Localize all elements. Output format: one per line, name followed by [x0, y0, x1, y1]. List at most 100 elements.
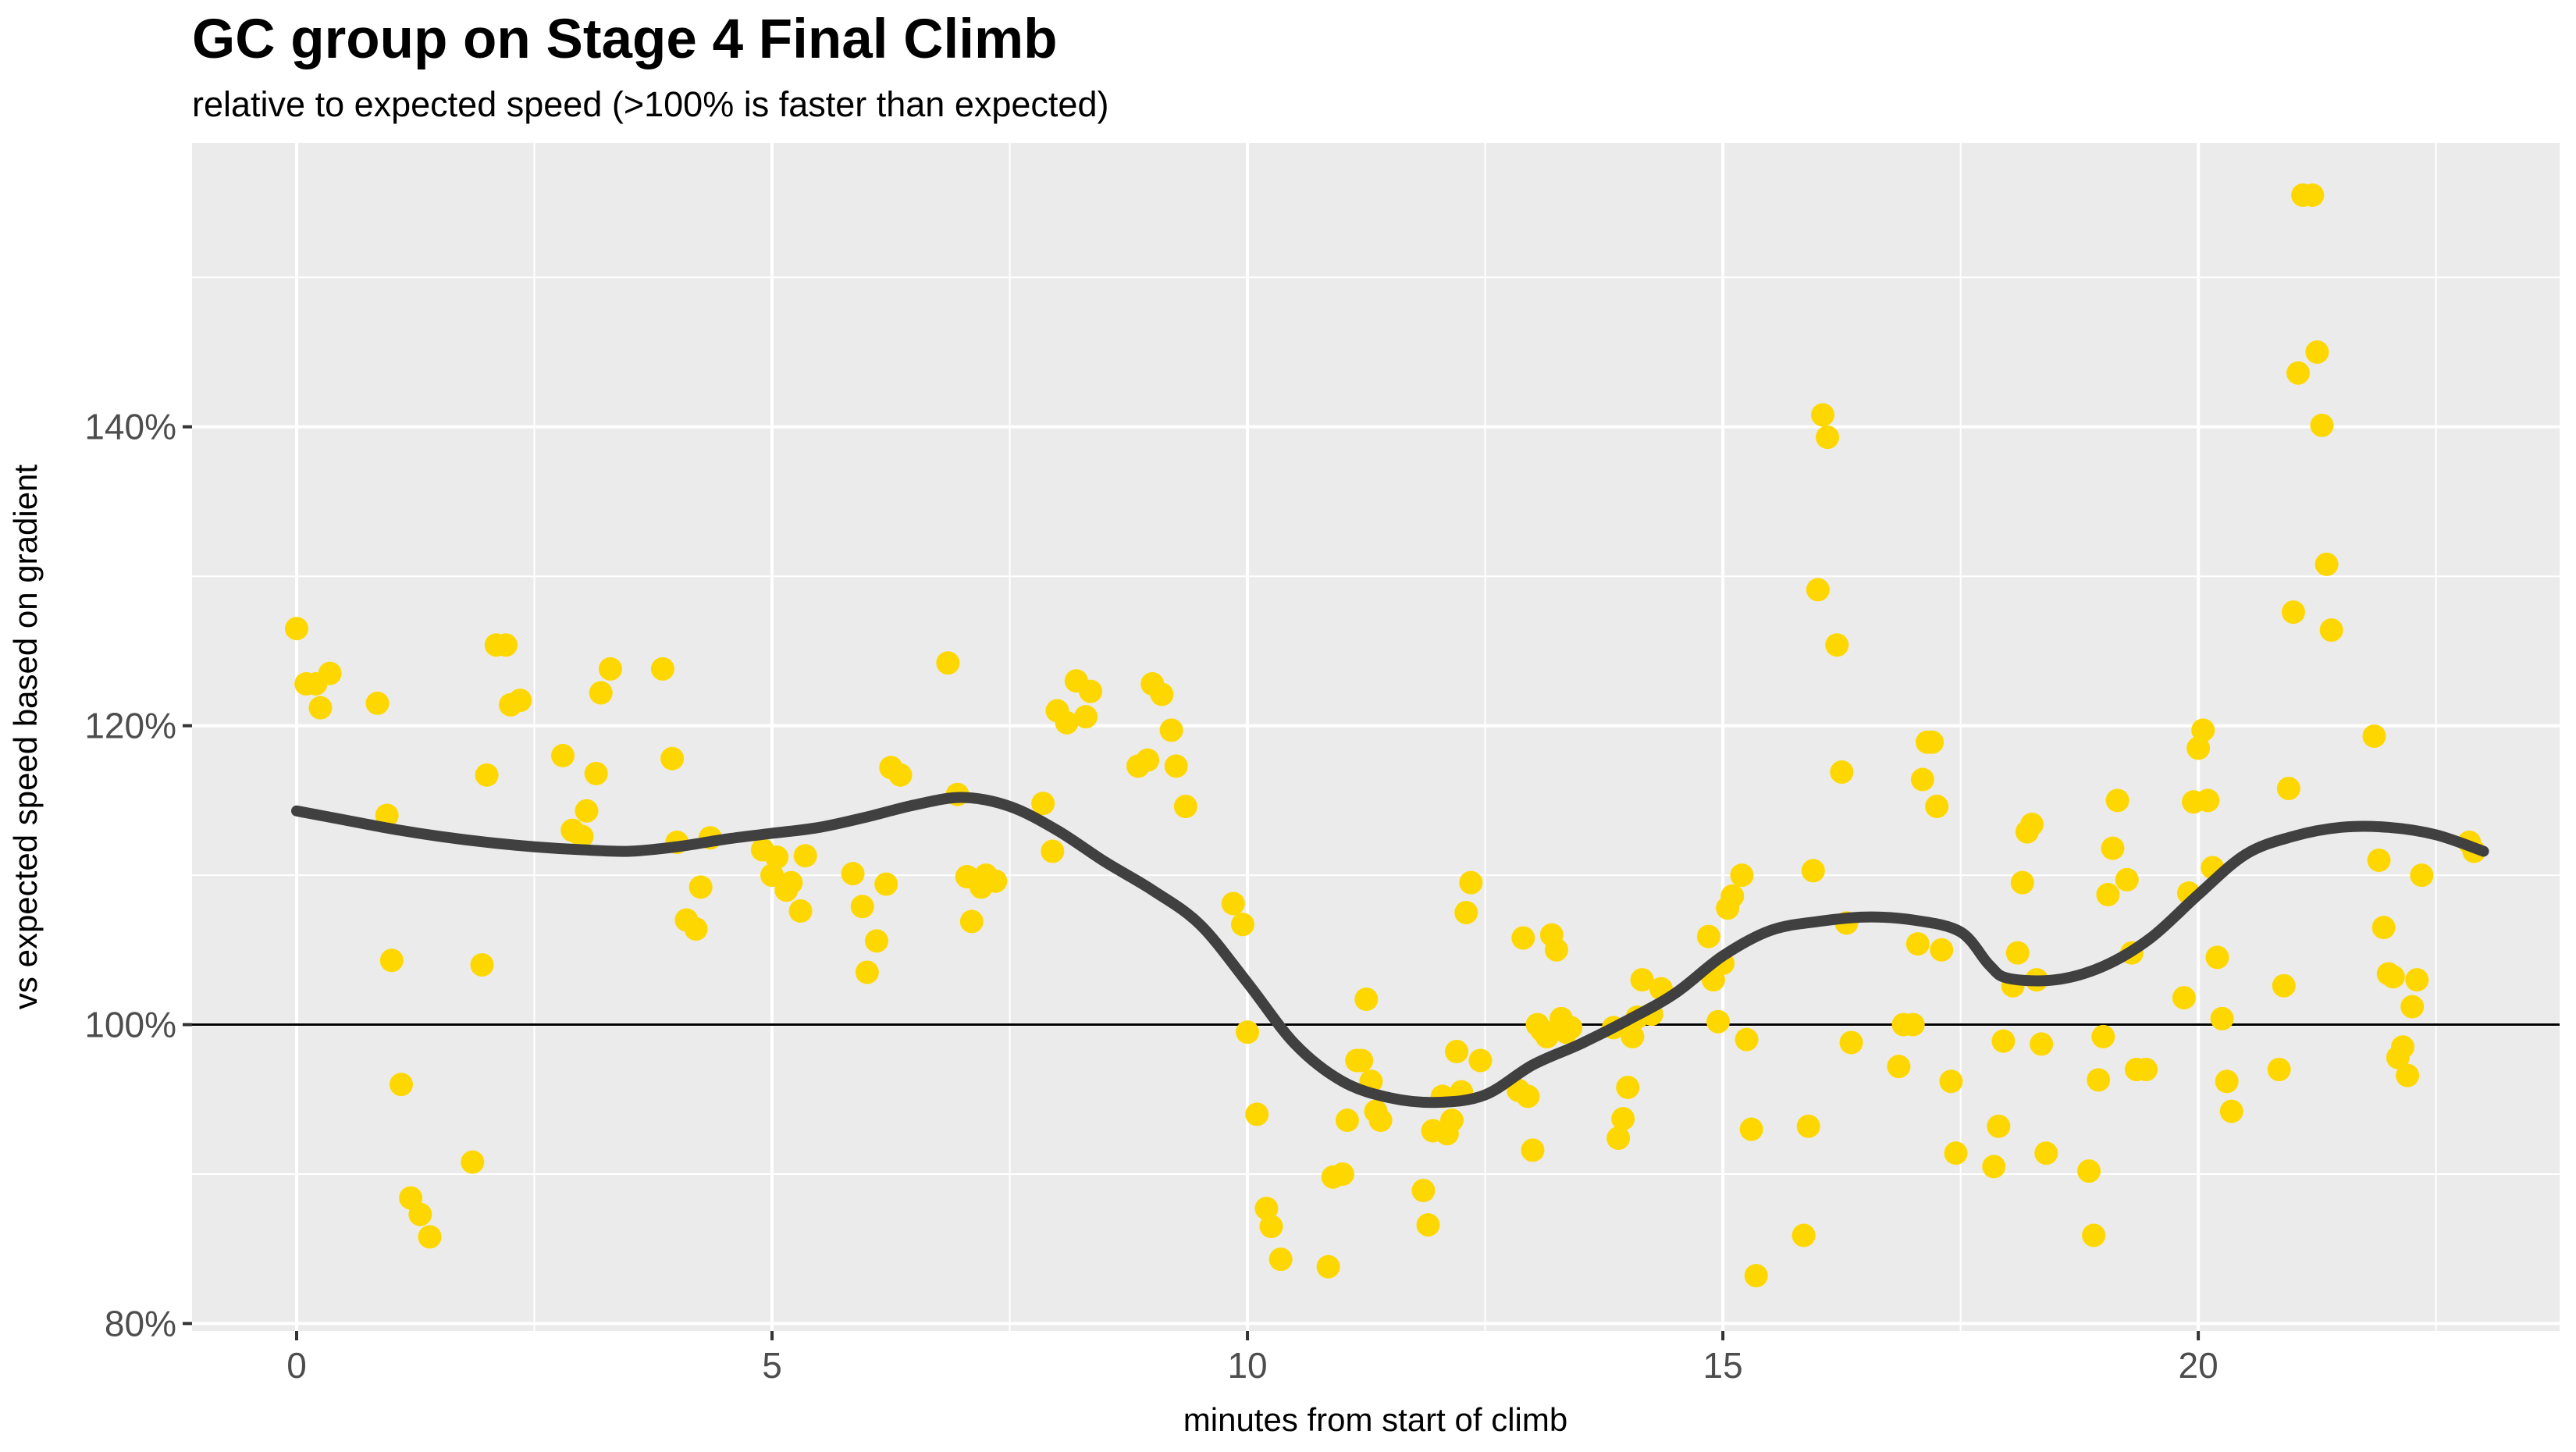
data-point	[1801, 859, 1825, 883]
data-point	[1887, 1055, 1911, 1079]
data-point	[470, 952, 494, 977]
data-point	[1221, 891, 1245, 916]
data-point	[508, 689, 532, 713]
data-point	[1164, 754, 1188, 778]
data-point	[1230, 913, 1254, 937]
data-point	[1611, 1107, 1635, 1131]
data-point	[2205, 945, 2229, 970]
data-point	[1901, 1012, 1925, 1037]
data-point	[1335, 1109, 1359, 1133]
data-point	[2096, 882, 2120, 906]
data-point	[865, 929, 889, 953]
data-point	[2134, 1057, 2158, 1081]
data-point	[1445, 1039, 1469, 1063]
data-point	[584, 761, 608, 785]
data-point	[1696, 924, 1720, 948]
y-axis-title: vs expected speed based on gradient	[7, 464, 44, 1009]
data-point	[984, 869, 1008, 893]
data-point	[1630, 968, 1654, 992]
data-point	[1521, 1138, 1545, 1162]
data-point	[1991, 1029, 2016, 1053]
data-point	[2196, 788, 2220, 813]
data-point	[1173, 795, 1197, 819]
data-point	[1368, 1109, 1393, 1133]
data-point	[475, 763, 499, 787]
data-point	[1416, 1213, 1440, 1237]
data-point	[1468, 1048, 1493, 1073]
data-point	[318, 661, 342, 685]
data-point	[2272, 973, 2296, 998]
x-tick-label: 0	[286, 1345, 307, 1386]
data-point	[2396, 1063, 2420, 1087]
x-tick-label: 5	[762, 1345, 782, 1386]
data-point	[660, 746, 685, 770]
y-tick-label: 80%	[105, 1303, 176, 1343]
data-point	[1910, 767, 1934, 792]
data-point	[2405, 968, 2429, 992]
minor-gridlines	[192, 143, 2560, 1331]
data-point	[418, 1225, 442, 1249]
data-point	[2105, 788, 2129, 813]
data-point	[2010, 870, 2034, 895]
data-point	[2276, 777, 2300, 801]
data-point	[1236, 1020, 1260, 1045]
data-point	[1796, 1114, 1820, 1138]
data-point	[551, 743, 575, 767]
data-point	[888, 763, 913, 787]
data-point	[2371, 916, 2396, 940]
data-point	[1816, 425, 1840, 450]
x-axis-ticks: 0 5 10 15 20	[286, 1331, 2218, 1386]
data-point	[1330, 1162, 1354, 1186]
data-point	[1559, 1016, 1583, 1040]
data-point	[1259, 1214, 1283, 1238]
data-point	[2091, 1024, 2115, 1048]
data-point	[1982, 1155, 2006, 1179]
y-axis-ticks: 80% 100% 120% 140%	[84, 407, 192, 1343]
data-point	[2215, 1069, 2239, 1094]
data-point	[2082, 1223, 2106, 1247]
data-point	[684, 917, 708, 941]
data-point	[284, 617, 308, 641]
data-point	[760, 863, 785, 888]
data-point	[575, 799, 599, 823]
data-point	[2305, 340, 2329, 365]
data-point	[1511, 926, 1535, 950]
data-point	[598, 657, 622, 681]
chart-title: GC group on Stage 4 Final Climb	[192, 9, 1058, 70]
data-point	[1516, 1084, 1540, 1109]
data-point	[2186, 736, 2211, 760]
data-point	[1055, 710, 1079, 735]
data-point	[1621, 1024, 1645, 1048]
data-point	[788, 899, 813, 924]
data-point	[1839, 1030, 1863, 1055]
x-axis-title: minutes from start of climb	[1183, 1401, 1567, 1438]
data-point	[936, 651, 960, 675]
data-point	[379, 948, 404, 973]
data-point	[1254, 1197, 1279, 1221]
data-point	[1987, 1114, 2011, 1138]
data-point	[2219, 1099, 2243, 1123]
data-point	[493, 633, 518, 657]
data-point	[1245, 1102, 1269, 1126]
data-point	[2381, 965, 2405, 989]
x-tick-label: 10	[1227, 1345, 1267, 1386]
data-point	[2362, 724, 2386, 749]
data-point	[2281, 600, 2305, 625]
y-tick-label: 100%	[84, 1005, 176, 1045]
data-point	[2034, 1141, 2058, 1166]
data-point	[2367, 848, 2391, 872]
data-point	[2391, 1035, 2415, 1059]
data-point	[1806, 578, 1830, 602]
data-point	[1825, 633, 1849, 657]
data-point	[1791, 1223, 1816, 1247]
data-point	[2172, 986, 2196, 1010]
data-point	[1706, 1009, 1731, 1034]
data-point	[2077, 1159, 2101, 1183]
data-point	[2101, 836, 2125, 860]
data-point	[1454, 900, 1478, 924]
data-point	[1930, 938, 1954, 962]
data-point	[2267, 1057, 2291, 1081]
data-point	[850, 895, 874, 919]
data-point	[855, 960, 879, 984]
